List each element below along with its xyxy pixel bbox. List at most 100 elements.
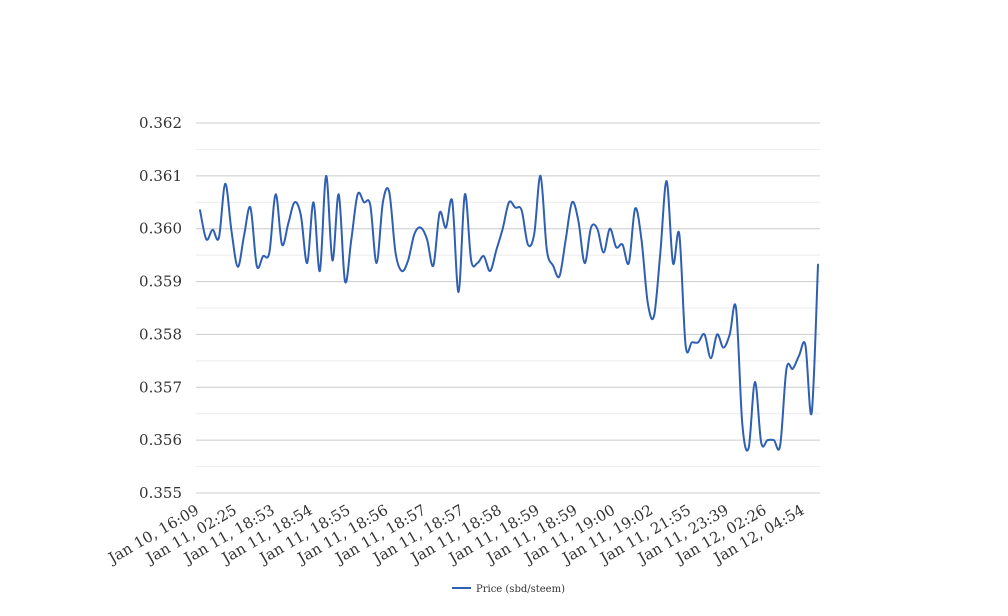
data-point bbox=[281, 243, 283, 245]
data-point bbox=[312, 201, 314, 203]
y-tick-label: 0.358 bbox=[139, 325, 182, 343]
data-point bbox=[609, 228, 611, 230]
data-point bbox=[779, 444, 781, 446]
data-point bbox=[697, 341, 699, 343]
data-point bbox=[710, 357, 712, 359]
data-point bbox=[527, 243, 529, 245]
data-point bbox=[407, 259, 409, 261]
data-point bbox=[596, 228, 598, 230]
data-point bbox=[729, 333, 731, 335]
data-point bbox=[716, 333, 718, 335]
y-tick-label: 0.360 bbox=[139, 220, 182, 238]
data-point bbox=[470, 259, 472, 261]
data-point bbox=[508, 201, 510, 203]
data-point bbox=[647, 302, 649, 304]
data-point bbox=[640, 238, 642, 240]
y-tick-label: 0.361 bbox=[139, 167, 182, 185]
data-point bbox=[577, 220, 579, 222]
data-point bbox=[533, 233, 535, 235]
data-point bbox=[457, 291, 459, 293]
data-point bbox=[293, 201, 295, 203]
data-point bbox=[451, 200, 453, 202]
data-point bbox=[262, 255, 264, 257]
data-point bbox=[413, 233, 415, 235]
data-point bbox=[747, 447, 749, 449]
data-point bbox=[287, 222, 289, 224]
data-point bbox=[230, 230, 232, 232]
data-point bbox=[338, 193, 340, 195]
data-point bbox=[218, 237, 220, 239]
legend: Price (sbd/steem) bbox=[452, 584, 565, 595]
data-point bbox=[773, 439, 775, 441]
data-point bbox=[243, 234, 245, 236]
data-point bbox=[375, 262, 377, 264]
data-point bbox=[678, 233, 680, 235]
data-point bbox=[382, 201, 384, 203]
series-line-price bbox=[199, 174, 819, 452]
data-point bbox=[420, 226, 422, 228]
data-point bbox=[319, 270, 321, 272]
data-point bbox=[546, 249, 548, 251]
data-point bbox=[426, 238, 428, 240]
data-point bbox=[432, 265, 434, 267]
series-group bbox=[199, 174, 819, 452]
data-point bbox=[363, 201, 365, 203]
data-point bbox=[634, 207, 636, 209]
y-axis-ticks: 0.355 0.356 0.357 0.358 0.359 0.360 0.361 0.362 bbox=[139, 114, 182, 502]
legend-label: Price (sbd/steem) bbox=[476, 584, 565, 595]
data-point bbox=[760, 442, 762, 444]
data-point bbox=[325, 175, 327, 177]
data-point bbox=[741, 423, 743, 425]
data-point bbox=[306, 262, 308, 264]
y-tick-label: 0.362 bbox=[139, 114, 182, 132]
data-point bbox=[804, 344, 806, 346]
data-point bbox=[552, 265, 554, 267]
data-point bbox=[205, 238, 207, 240]
data-point bbox=[615, 246, 617, 248]
data-point bbox=[331, 259, 333, 261]
data-point bbox=[659, 251, 661, 253]
data-point bbox=[489, 270, 491, 272]
data-point bbox=[735, 307, 737, 309]
data-point bbox=[722, 346, 724, 348]
data-point bbox=[754, 381, 756, 383]
y-tick-label: 0.359 bbox=[139, 273, 182, 291]
data-point bbox=[300, 214, 302, 216]
data-point bbox=[583, 262, 585, 264]
data-point bbox=[810, 411, 812, 413]
data-point bbox=[785, 368, 787, 370]
data-point bbox=[628, 262, 630, 264]
data-point bbox=[539, 175, 541, 177]
data-point bbox=[817, 263, 819, 265]
data-point bbox=[558, 275, 560, 277]
data-point bbox=[476, 262, 478, 264]
data-point bbox=[766, 439, 768, 441]
y-tick-label: 0.355 bbox=[139, 484, 182, 502]
data-point bbox=[369, 204, 371, 206]
data-point bbox=[653, 315, 655, 317]
data-point bbox=[438, 212, 440, 214]
data-point bbox=[665, 180, 667, 182]
data-point bbox=[602, 251, 604, 253]
data-point bbox=[520, 209, 522, 211]
data-point bbox=[274, 193, 276, 195]
data-point bbox=[356, 193, 358, 195]
data-point bbox=[350, 238, 352, 240]
data-point bbox=[445, 226, 447, 228]
data-point bbox=[691, 341, 693, 343]
data-point bbox=[672, 262, 674, 264]
data-point bbox=[464, 193, 466, 195]
data-point bbox=[514, 206, 516, 208]
y-tick-label: 0.357 bbox=[139, 378, 182, 396]
data-point bbox=[703, 333, 705, 335]
data-point bbox=[401, 270, 403, 272]
data-point bbox=[590, 226, 592, 228]
data-point bbox=[792, 368, 794, 370]
data-point bbox=[268, 251, 270, 253]
y-tick-label: 0.356 bbox=[139, 431, 182, 449]
data-point bbox=[249, 206, 251, 208]
data-point bbox=[394, 251, 396, 253]
data-point bbox=[344, 280, 346, 282]
